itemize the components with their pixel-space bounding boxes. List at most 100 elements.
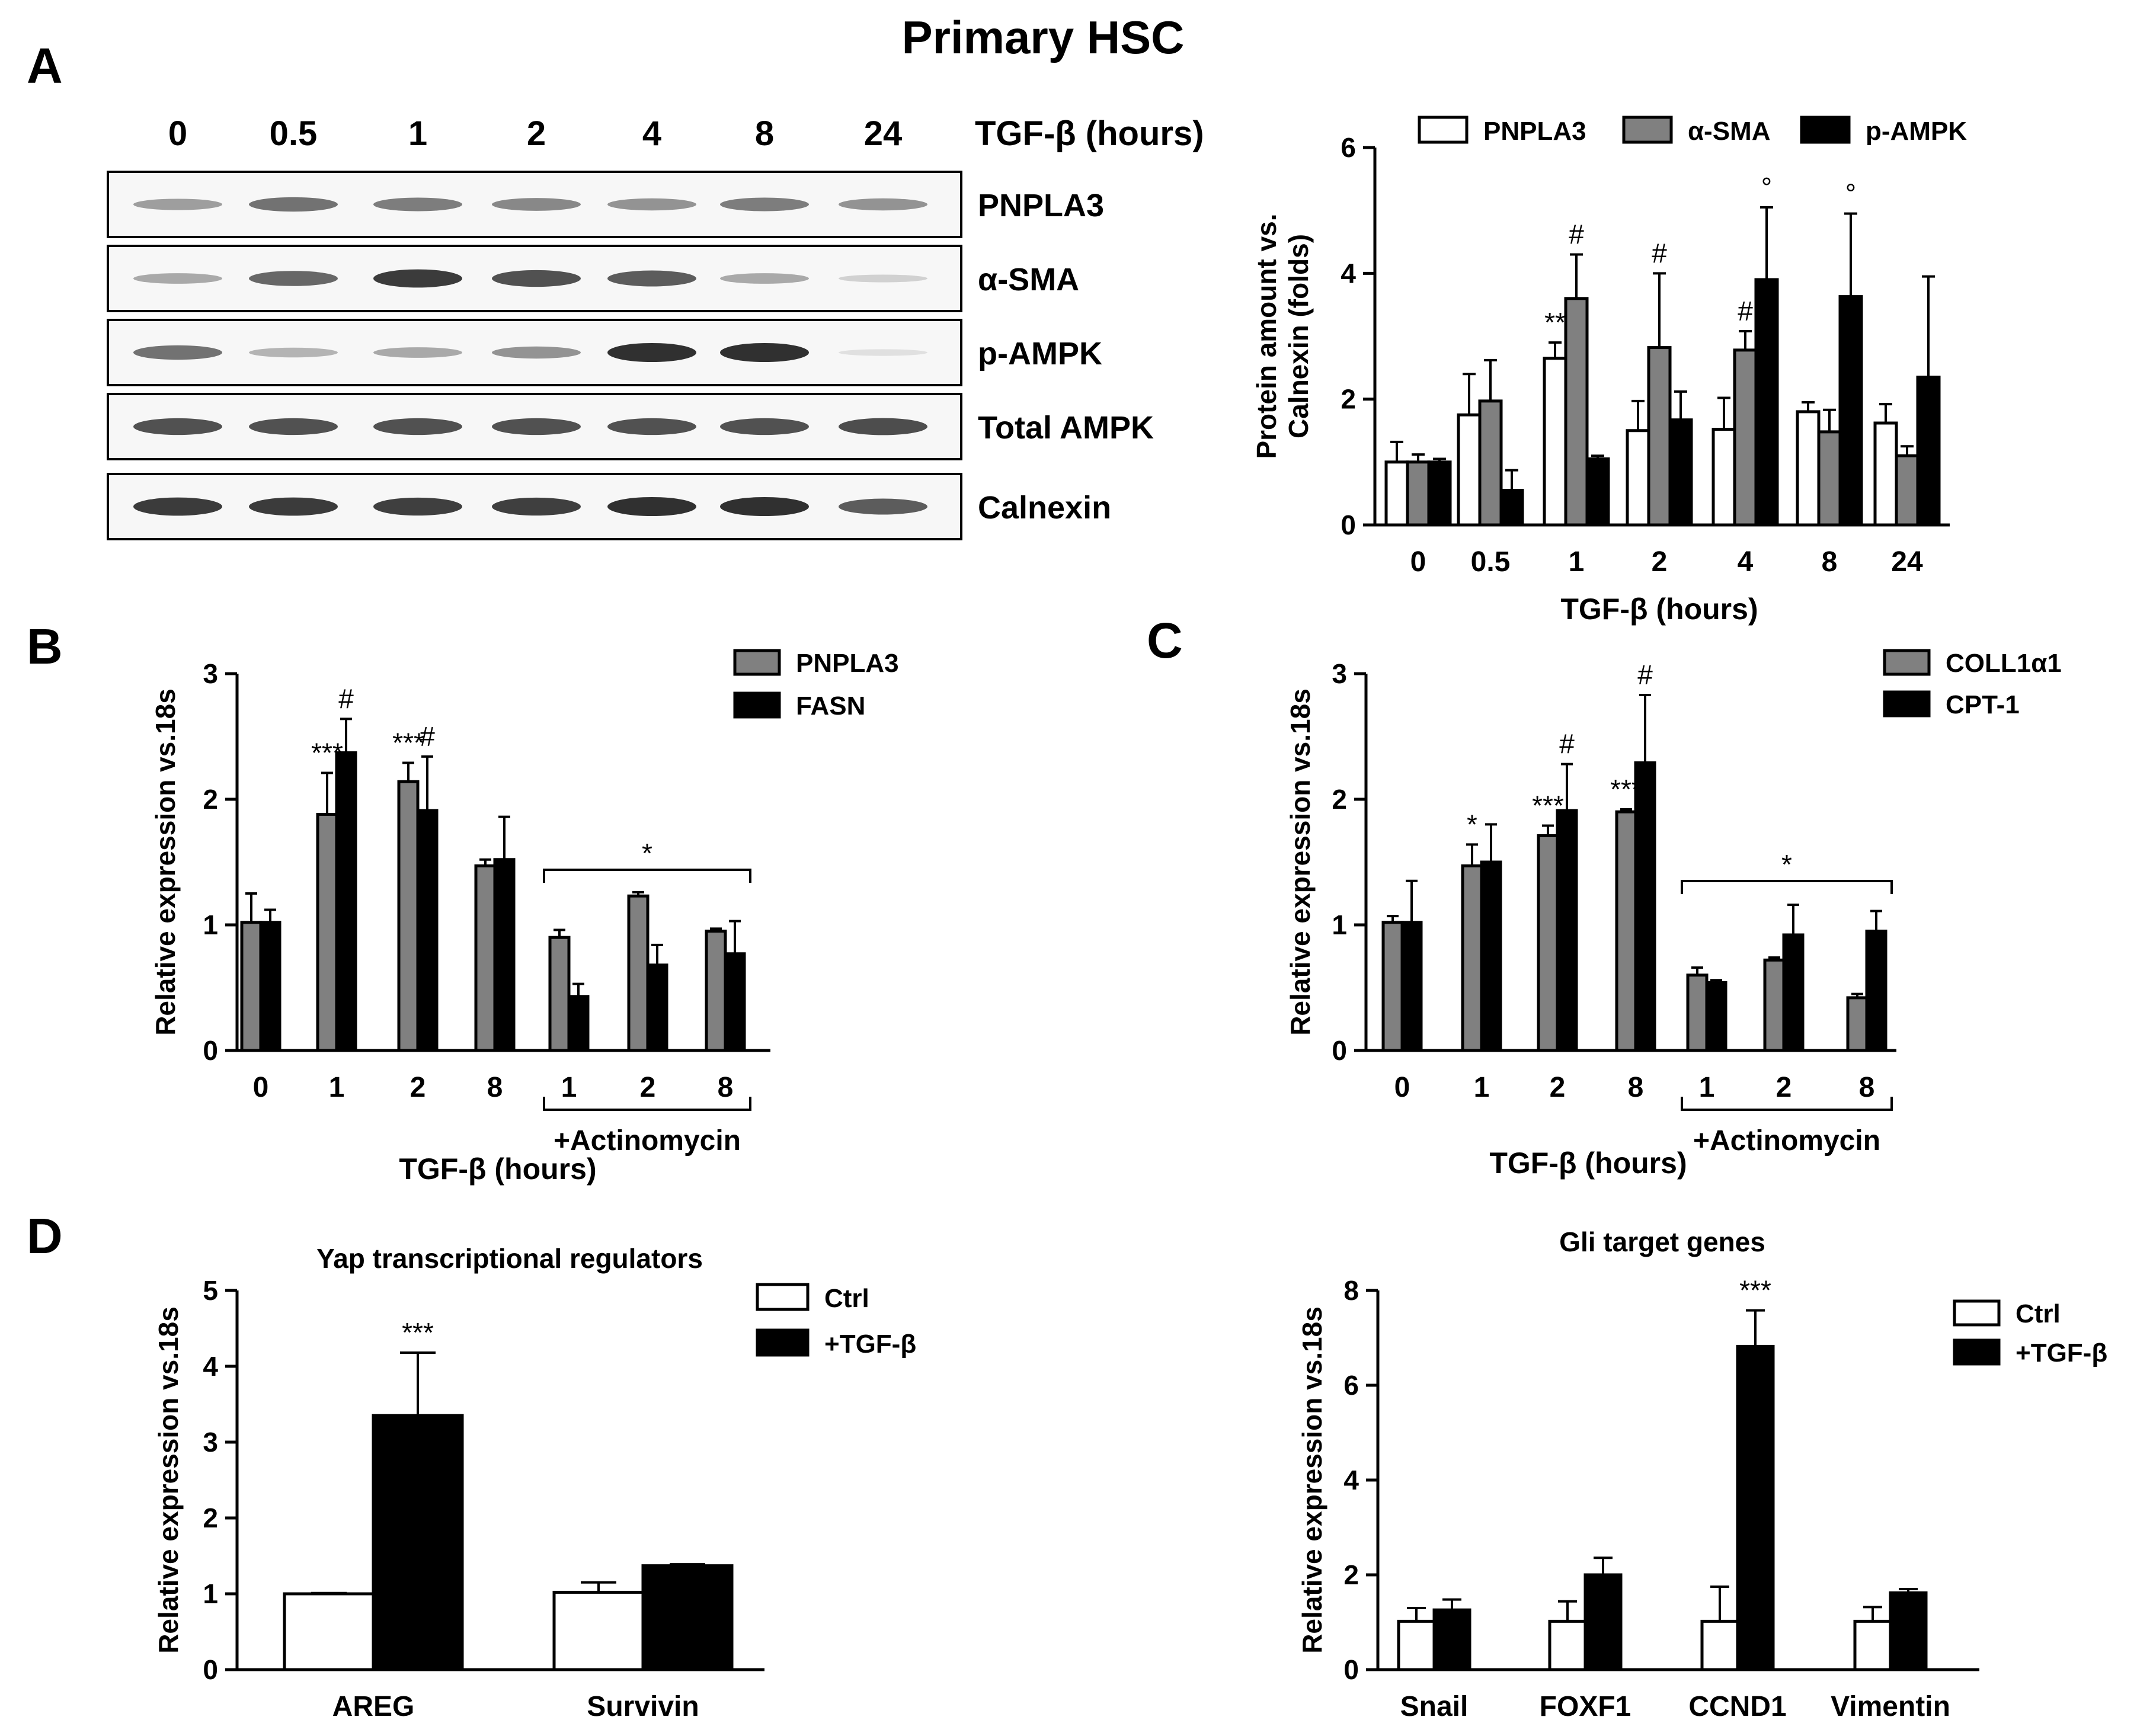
significance-mark: # xyxy=(338,683,354,714)
legend-label: α-SMA xyxy=(1688,117,1770,146)
bar xyxy=(1796,410,1821,527)
significance-mark: * xyxy=(1781,849,1792,880)
bar xyxy=(1916,376,1941,527)
significance-mark: # xyxy=(1652,238,1667,268)
y-tick-label: 2 xyxy=(203,784,218,815)
blot-band xyxy=(839,198,927,211)
bar xyxy=(1700,1619,1739,1671)
x-tick-label: 1 xyxy=(1569,546,1585,578)
x-tick-label: 0.5 xyxy=(1471,546,1511,578)
blot-band xyxy=(839,349,927,356)
bar xyxy=(397,780,420,1052)
blot-row-label: α-SMA xyxy=(978,262,1079,297)
bar xyxy=(1615,810,1637,1052)
blot-band xyxy=(492,497,581,516)
actinomycin-bracket xyxy=(543,1097,751,1111)
y-tick-label: 3 xyxy=(203,658,218,689)
blot-band xyxy=(492,270,581,287)
significance-mark: ° xyxy=(1845,178,1856,209)
blot-time-label: 0.5 xyxy=(270,114,318,153)
bar xyxy=(1461,864,1483,1052)
blot-band xyxy=(607,342,696,363)
blot-row-label: p-AMPK xyxy=(978,336,1102,371)
x-tick-label: 8 xyxy=(487,1072,503,1103)
bar xyxy=(1537,834,1559,1052)
x-tick-label: 1 xyxy=(329,1072,345,1103)
significance-mark: # xyxy=(1738,296,1753,326)
bar xyxy=(1711,428,1736,527)
x-axis-label: TGF-β (hours) xyxy=(399,1152,596,1186)
legend-swatch xyxy=(756,1328,810,1357)
blot-band xyxy=(133,497,222,516)
bracket-label: +Actinomycin xyxy=(1693,1125,1880,1157)
x-tick-label: CCND1 xyxy=(1688,1691,1786,1722)
blot-band xyxy=(133,273,222,284)
y-axis-label: Relative expression vs.18s xyxy=(150,688,181,1036)
x-tick-label: AREG xyxy=(332,1691,415,1722)
legend-swatch xyxy=(756,1283,810,1311)
bar xyxy=(548,936,571,1052)
bar xyxy=(1865,930,1888,1052)
bar xyxy=(1647,346,1672,527)
bar xyxy=(1733,348,1758,527)
y-tick-label: 8 xyxy=(1343,1275,1359,1306)
y-tick-label: 4 xyxy=(1341,258,1356,289)
significance-mark: # xyxy=(1559,729,1575,760)
blot-band xyxy=(133,345,222,360)
bar xyxy=(474,864,497,1052)
y-axis-label: Relative expression vs.18s xyxy=(153,1306,184,1654)
bar xyxy=(240,921,263,1052)
significance-bracket xyxy=(543,869,751,883)
bar xyxy=(1889,1591,1928,1671)
blot-band xyxy=(249,347,338,358)
y-axis-label: Protein amount vs. xyxy=(1251,213,1282,459)
significance-mark: # xyxy=(1569,219,1584,249)
significance-mark: *** xyxy=(1610,774,1642,805)
legend-label: Ctrl xyxy=(2016,1299,2061,1328)
blot-band xyxy=(720,418,809,435)
panel-label-b: B xyxy=(27,619,63,674)
legend-label: COLL1α1 xyxy=(1946,649,2062,678)
blot-time-label: 8 xyxy=(755,114,774,153)
blot-axis-label: TGF-β (hours) xyxy=(975,114,1204,153)
bar xyxy=(1384,460,1409,527)
bar xyxy=(1782,933,1805,1052)
bar xyxy=(316,812,338,1052)
legend-swatch xyxy=(1418,116,1469,144)
legend-swatch xyxy=(1953,1299,2001,1327)
blot-band xyxy=(607,497,696,517)
y-tick-label: 2 xyxy=(203,1503,218,1533)
legend-swatch xyxy=(1800,116,1851,144)
bar xyxy=(567,995,590,1052)
bar xyxy=(724,952,746,1052)
chart-title: Yap transcriptional regulators xyxy=(316,1243,703,1274)
bar xyxy=(1634,761,1656,1052)
x-tick-label: 2 xyxy=(640,1072,656,1103)
blot-time-label: 2 xyxy=(527,114,546,153)
bar xyxy=(1564,297,1589,527)
legend-swatch xyxy=(1883,690,1931,718)
y-tick-label: 4 xyxy=(203,1351,218,1382)
blot-time-label: 1 xyxy=(408,114,427,153)
panel-label-d: D xyxy=(27,1208,63,1264)
legend-label: p-AMPK xyxy=(1866,117,1967,146)
bar xyxy=(1736,1344,1775,1671)
legend-label: PNPLA3 xyxy=(796,649,899,678)
chart-title: Gli target genes xyxy=(1559,1226,1765,1257)
x-tick-label: 8 xyxy=(1859,1072,1875,1103)
bar xyxy=(283,1592,375,1671)
bar xyxy=(1427,460,1452,527)
blot-band xyxy=(607,418,696,435)
x-tick-label: 1 xyxy=(1474,1072,1490,1103)
bar xyxy=(1585,457,1610,527)
bracket-label: +Actinomycin xyxy=(554,1125,741,1157)
bar xyxy=(1400,921,1423,1052)
y-tick-label: 3 xyxy=(203,1427,218,1458)
y-tick-label: 6 xyxy=(1343,1370,1359,1401)
y-axis-label: Relative expression vs.18s xyxy=(1285,688,1316,1036)
significance-mark: * xyxy=(642,838,652,869)
bar xyxy=(1895,454,1920,527)
y-tick-label: 0 xyxy=(1332,1035,1347,1066)
